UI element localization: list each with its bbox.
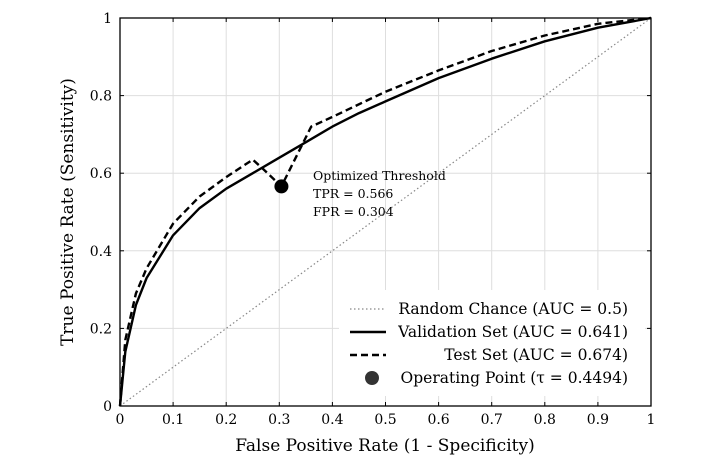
operating-point-marker	[274, 179, 289, 194]
x-tick-label: 0.3	[268, 412, 290, 428]
x-tick-label: 0.9	[587, 412, 609, 428]
x-tick-label: 0.5	[374, 412, 396, 428]
legend-label-operating-point: Operating Point (τ = 0.4494)	[401, 369, 628, 387]
test-set-line	[118, 16, 652, 407]
y-tick-label: 0.8	[90, 89, 112, 105]
axis-ticks: 0 0.1 0.2 0.3 0.4 0.5 0.6 0.7 0.8 0.9 1 0 0.2 0.4 0.6 0…	[90, 11, 656, 428]
legend-swatch-operating-point	[365, 371, 379, 385]
x-tick-label: 0.6	[427, 412, 449, 428]
x-tick-label: 0.8	[534, 412, 556, 428]
legend-label-validation: Validation Set (AUC = 0.641)	[397, 323, 628, 341]
y-tick-label: 0.2	[90, 321, 112, 337]
annotation-fpr: FPR = 0.304	[313, 204, 394, 219]
legend-box	[339, 290, 645, 396]
x-tick-label: 0.1	[162, 412, 184, 428]
x-tick-label: 0.4	[321, 412, 343, 428]
random-chance-line	[119, 17, 652, 407]
y-tick-label: 1	[103, 11, 112, 27]
y-tick-label: 0.4	[90, 244, 112, 260]
legend-label-random: Random Chance (AUC = 0.5)	[398, 300, 628, 318]
x-tick-label: 1	[647, 412, 656, 428]
legend-label-test: Test Set (AUC = 0.674)	[444, 346, 628, 364]
legend: Random Chance (AUC = 0.5) Validation Set…	[339, 290, 645, 396]
x-tick-label: 0.7	[481, 412, 503, 428]
x-tick-label: 0.2	[215, 412, 237, 428]
y-axis-label: True Positive Rate (Sensitivity)	[58, 78, 78, 346]
x-tick-label: 0	[116, 412, 125, 428]
annotation-title: Optimized Threshold	[313, 168, 446, 183]
x-axis-label: False Positive Rate (1 - Specificity)	[235, 436, 534, 456]
y-tick-label: 0.6	[90, 166, 112, 182]
y-tick-label: 0	[103, 399, 112, 415]
validation-set-line	[118, 16, 652, 407]
annotation-tpr: TPR = 0.566	[313, 186, 393, 201]
